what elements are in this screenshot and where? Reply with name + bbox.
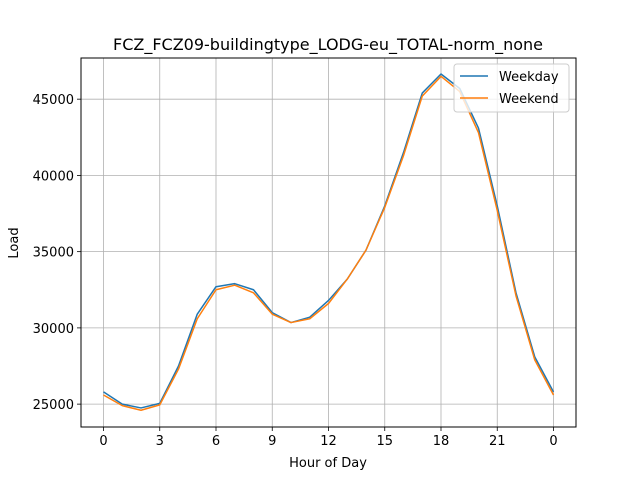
y-tick-label: 40000 xyxy=(33,169,74,184)
x-tick-label: 3 xyxy=(156,434,164,449)
y-tick-label: 25000 xyxy=(33,398,74,413)
x-tick-label: 18 xyxy=(433,434,450,449)
series-line-weekday xyxy=(103,73,555,409)
legend-weekend-label: Weekend xyxy=(499,92,559,107)
x-tick-label: 12 xyxy=(320,434,337,449)
legend-weekday-label: Weekday xyxy=(499,70,559,85)
series-lines xyxy=(103,73,555,411)
y-tick-label: 30000 xyxy=(33,322,74,337)
x-tick-label: 15 xyxy=(376,434,393,449)
x-tick-label: 21 xyxy=(489,434,506,449)
x-tick-label: 0 xyxy=(549,434,557,449)
series-line-weekend xyxy=(103,75,555,411)
x-tick-label: 6 xyxy=(212,434,220,449)
x-tick-label: 0 xyxy=(99,434,107,449)
y-tick-label: 45000 xyxy=(33,93,74,108)
chart-title: FCZ_FCZ09-buildingtype_LODG-eu_TOTAL-nor… xyxy=(113,35,543,55)
grid-lines xyxy=(81,58,576,427)
y-tick-label: 35000 xyxy=(33,246,74,261)
axis-ticks: 0 3 6 9 12 15 18 21 0 25000 30000 35000 40000 45000 xyxy=(33,93,558,449)
legend: Weekday Weekend xyxy=(453,63,570,113)
y-axis-label: Load xyxy=(7,227,22,258)
x-axis-label: Hour of Day xyxy=(289,456,367,471)
x-tick-label: 9 xyxy=(268,434,276,449)
